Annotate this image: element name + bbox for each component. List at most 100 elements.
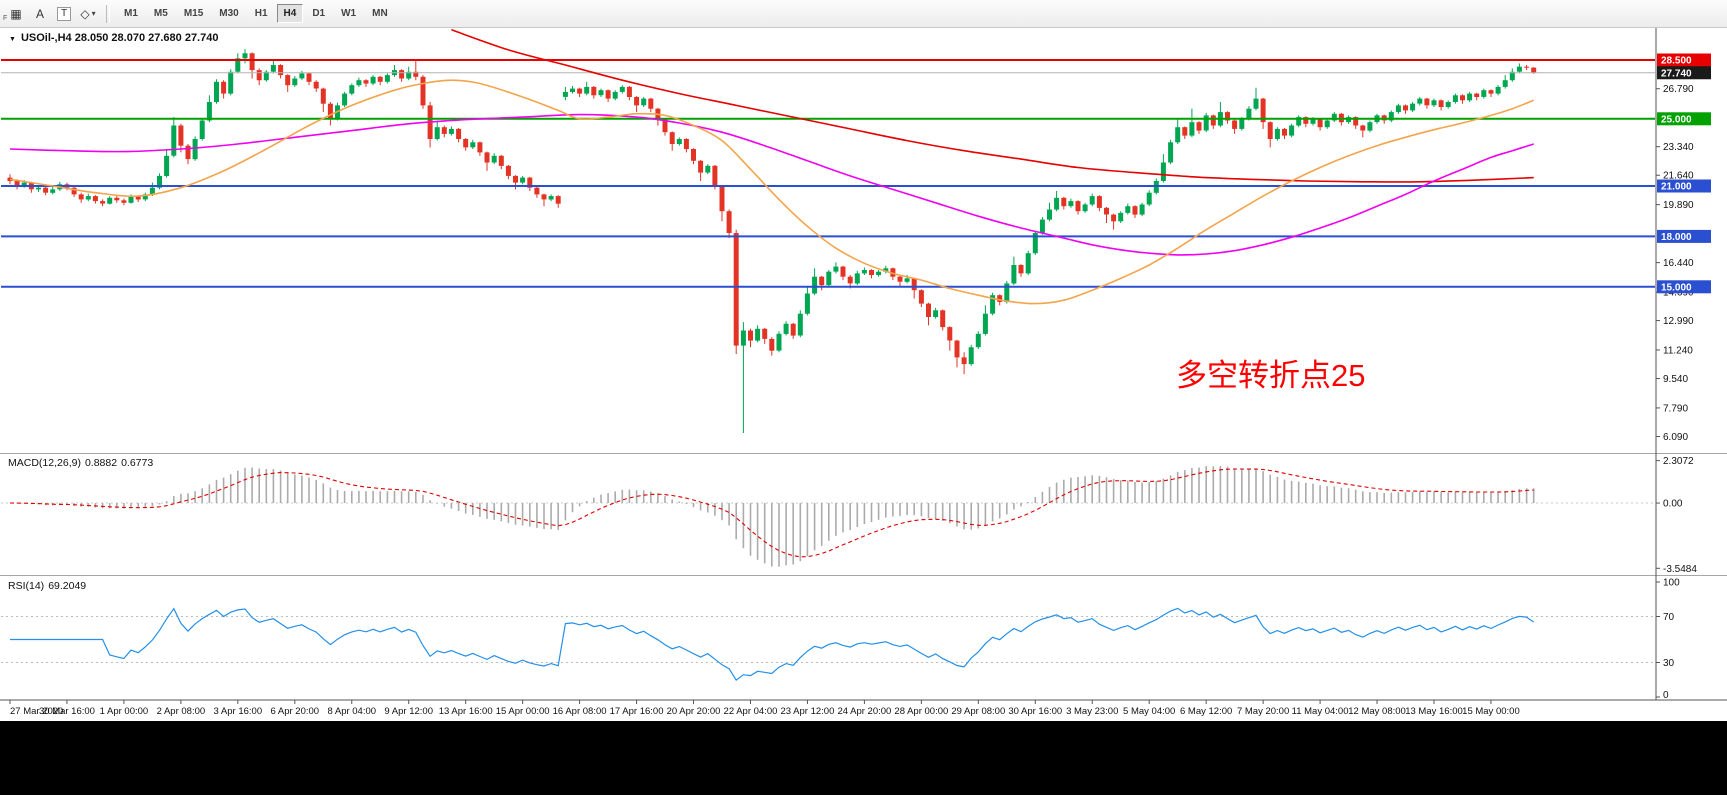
svg-text:3 Apr 16:00: 3 Apr 16:00 bbox=[214, 706, 263, 717]
svg-text:9.540: 9.540 bbox=[1663, 374, 1688, 385]
rsi-indicator-label: RSI(14) 69.2049 bbox=[8, 580, 90, 592]
main-price-panel bbox=[1, 29, 1655, 433]
ma-slow-red bbox=[451, 29, 1534, 183]
svg-text:7 May 20:00: 7 May 20:00 bbox=[1237, 706, 1289, 717]
rsi-name: RSI(14) bbox=[8, 580, 45, 592]
svg-text:13 Apr 16:00: 13 Apr 16:00 bbox=[439, 706, 493, 717]
price-marker-28.500: 28.500 bbox=[1657, 53, 1711, 67]
rsi-panel bbox=[1, 607, 1656, 681]
svg-text:15.000: 15.000 bbox=[1661, 282, 1692, 293]
svg-text:18.000: 18.000 bbox=[1661, 232, 1692, 243]
timeframe-d1-button[interactable]: D1 bbox=[312, 8, 326, 19]
svg-text:1 Apr 00:00: 1 Apr 00:00 bbox=[100, 706, 149, 717]
timeframe-m5-button[interactable]: M5 bbox=[153, 8, 168, 19]
macd-main-value: 0.8882 bbox=[84, 457, 118, 469]
chart-title: ▼ USOil-,H4 28.050 28.070 27.680 27.740 bbox=[9, 32, 218, 44]
timeframe-h1-button[interactable]: H1 bbox=[254, 8, 268, 19]
macd-signal-value: 0.6773 bbox=[121, 457, 154, 469]
toolbar-f-label: F bbox=[3, 15, 8, 22]
timeframe-m30-button[interactable]: M30 bbox=[219, 8, 239, 19]
svg-text:26.790: 26.790 bbox=[1663, 84, 1694, 95]
svg-text:19.890: 19.890 bbox=[1663, 200, 1694, 211]
svg-text:30: 30 bbox=[1663, 658, 1675, 669]
svg-text:2 Apr 08:00: 2 Apr 08:00 bbox=[157, 706, 206, 717]
symbol-dropdown-icon[interactable]: ▼ bbox=[9, 35, 16, 43]
price-marker-18.000: 18.000 bbox=[1657, 229, 1711, 243]
svg-text:24 Apr 20:00: 24 Apr 20:00 bbox=[837, 706, 891, 717]
svg-text:30 Apr 16:00: 30 Apr 16:00 bbox=[1008, 706, 1062, 717]
dropdown-caret-icon: ▾ bbox=[91, 9, 96, 18]
chart-title-text: USOil-,H4 28.050 28.070 27.680 27.740 bbox=[20, 32, 219, 44]
svg-text:23 Apr 12:00: 23 Apr 12:00 bbox=[780, 706, 834, 717]
svg-text:6 Apr 20:00: 6 Apr 20:00 bbox=[270, 706, 319, 717]
svg-text:27 Mar 2020: 27 Mar 2020 bbox=[10, 706, 63, 717]
timeframe-w1-button[interactable]: W1 bbox=[341, 8, 357, 19]
chart-grid-icon[interactable]: ▦ bbox=[10, 6, 22, 21]
svg-text:22 Apr 04:00: 22 Apr 04:00 bbox=[724, 706, 778, 717]
svg-text:27.740: 27.740 bbox=[1661, 68, 1692, 79]
drawing-tools-group: ▦ A T ◇ ▾ bbox=[4, 4, 100, 24]
price-marker-21.000: 21.000 bbox=[1657, 179, 1711, 193]
ma-mid-magenta bbox=[9, 113, 1534, 256]
toolbar: F ▦ A T ◇ ▾ M1 M5 M15 M30 H1 H4 D1 W1 MN bbox=[0, 0, 1727, 28]
svg-text:12 May 08:00: 12 May 08:00 bbox=[1348, 706, 1406, 717]
ma-fast-orange bbox=[9, 79, 1534, 305]
svg-text:6.090: 6.090 bbox=[1663, 432, 1688, 443]
timeframe-h4-button[interactable]: H4 bbox=[276, 4, 304, 23]
price-marker-27.740: 27.740 bbox=[1657, 66, 1711, 80]
svg-text:15 Apr 00:00: 15 Apr 00:00 bbox=[496, 706, 550, 717]
rsi-value: 69.2049 bbox=[48, 580, 87, 592]
macd-signal-line bbox=[9, 468, 1534, 558]
time-axis[interactable] bbox=[0, 700, 1727, 720]
macd-panel bbox=[1, 465, 1656, 567]
timeframe-mn-button[interactable]: MN bbox=[372, 8, 388, 19]
svg-text:2.3072: 2.3072 bbox=[1663, 456, 1694, 467]
candles-series bbox=[7, 49, 1537, 433]
shapes-dropdown-icon[interactable]: ◇ ▾ bbox=[80, 6, 96, 21]
window-background bbox=[0, 721, 1727, 795]
svg-text:28 Apr 00:00: 28 Apr 00:00 bbox=[894, 706, 948, 717]
svg-text:9 Apr 12:00: 9 Apr 12:00 bbox=[384, 706, 433, 717]
price-marker-25.000: 25.000 bbox=[1657, 112, 1711, 126]
svg-text:29 Apr 08:00: 29 Apr 08:00 bbox=[951, 706, 1005, 717]
price-marker-15.000: 15.000 bbox=[1657, 280, 1711, 294]
svg-text:8 Apr 04:00: 8 Apr 04:00 bbox=[327, 706, 376, 717]
timeframe-m15-button[interactable]: M15 bbox=[183, 8, 204, 19]
svg-text:0: 0 bbox=[1663, 690, 1669, 701]
macd-name: MACD(12,26,9) bbox=[8, 457, 81, 469]
svg-text:6 May 12:00: 6 May 12:00 bbox=[1180, 706, 1232, 717]
svg-text:0.00: 0.00 bbox=[1663, 499, 1683, 510]
svg-text:70: 70 bbox=[1663, 612, 1675, 623]
price-axis[interactable] bbox=[1657, 28, 1727, 700]
svg-text:16.440: 16.440 bbox=[1663, 258, 1694, 269]
svg-text:5 May 04:00: 5 May 04:00 bbox=[1123, 706, 1175, 717]
svg-text:30 Mar 16:00: 30 Mar 16:00 bbox=[39, 706, 95, 717]
svg-text:20 Apr 20:00: 20 Apr 20:00 bbox=[667, 706, 721, 717]
svg-text:13 May 16:00: 13 May 16:00 bbox=[1405, 706, 1463, 717]
svg-text:16 Apr 08:00: 16 Apr 08:00 bbox=[553, 706, 607, 717]
toolbar-separator bbox=[106, 4, 110, 23]
svg-text:28.500: 28.500 bbox=[1661, 56, 1692, 67]
svg-text:3 May 23:00: 3 May 23:00 bbox=[1066, 706, 1118, 717]
svg-text:23.340: 23.340 bbox=[1663, 142, 1694, 153]
svg-text:17 Apr 16:00: 17 Apr 16:00 bbox=[610, 706, 664, 717]
svg-text:21.640: 21.640 bbox=[1663, 171, 1694, 182]
svg-text:11.240: 11.240 bbox=[1663, 345, 1693, 356]
text-label-icon[interactable]: A bbox=[35, 6, 44, 21]
svg-text:-3.5484: -3.5484 bbox=[1663, 564, 1697, 575]
svg-text:7.790: 7.790 bbox=[1663, 403, 1688, 414]
svg-text:21.000: 21.000 bbox=[1661, 182, 1692, 193]
timeframe-toolbar: M1 M5 M15 M30 H1 H4 D1 W1 MN bbox=[116, 4, 396, 23]
timeframe-m1-button[interactable]: M1 bbox=[124, 8, 138, 19]
macd-indicator-label: MACD(12,26,9) 0.8882 0.6773 bbox=[8, 457, 157, 469]
rsi-line bbox=[10, 607, 1535, 681]
chart-annotation-text[interactable]: 多空转折点25 bbox=[1176, 358, 1366, 393]
price-axis-labels: 26.79023.34021.64019.89016.44014.69012.9… bbox=[1655, 28, 1711, 701]
svg-text:25.000: 25.000 bbox=[1661, 114, 1692, 125]
svg-text:11 May 04:00: 11 May 04:00 bbox=[1292, 706, 1349, 717]
svg-text:100: 100 bbox=[1663, 578, 1680, 589]
text-box-icon[interactable]: T bbox=[54, 4, 74, 24]
